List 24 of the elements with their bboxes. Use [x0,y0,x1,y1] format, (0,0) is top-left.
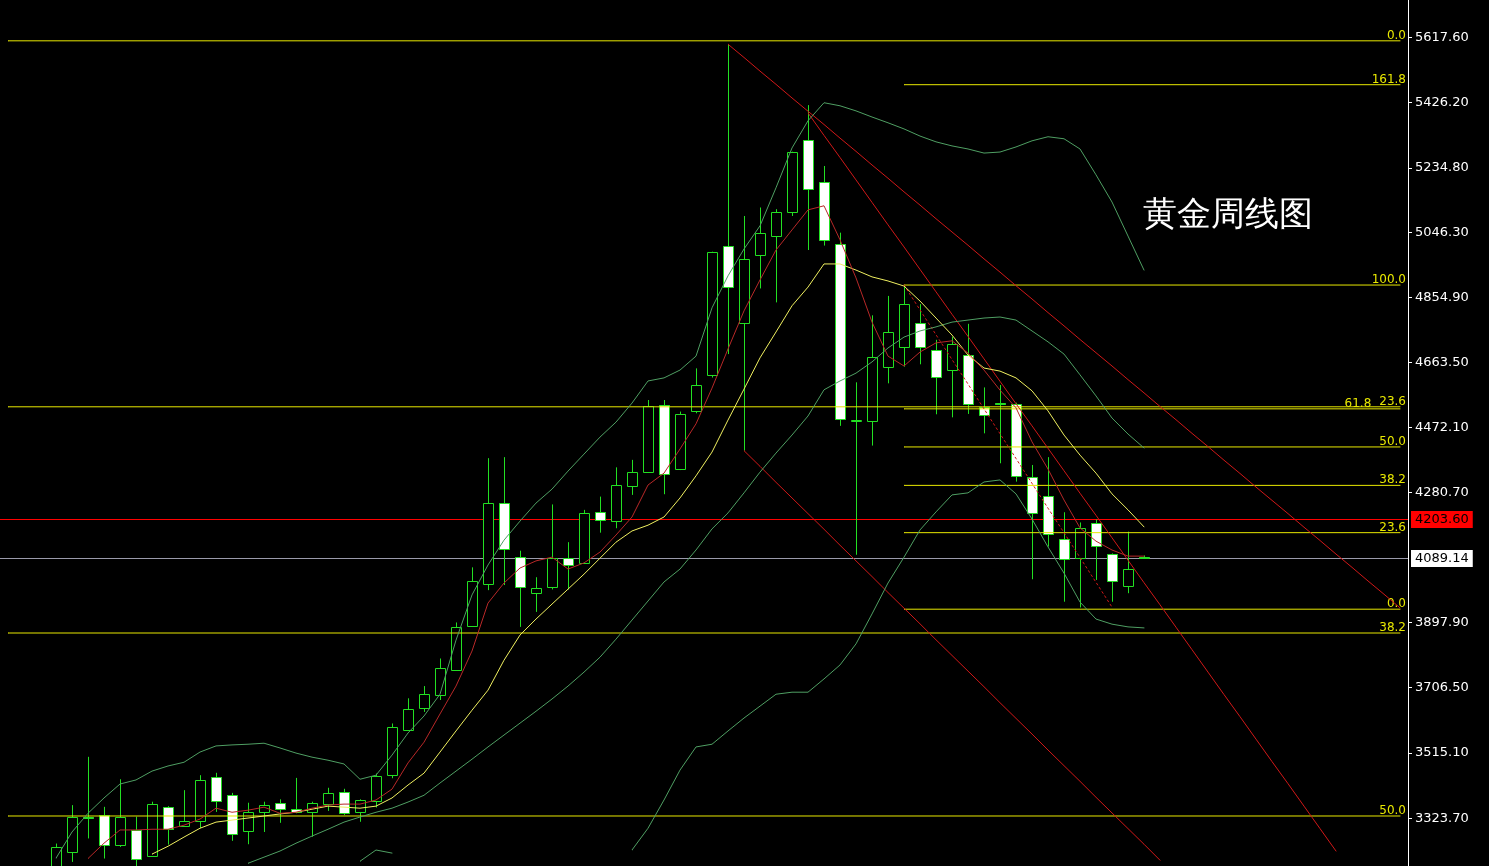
y-tick-label: 4472.10 [1415,418,1469,434]
y-tick-label: 4854.90 [1415,288,1469,304]
series-label: 38.2 [1379,472,1406,486]
text: 黄金周线图 [1142,193,1313,234]
series-label: 0.0 [1386,28,1407,42]
series-label: 100.0 [1371,272,1407,286]
ref-line-label: 4089.14 [1415,550,1469,566]
y-tick-label: 3323.70 [1415,809,1469,825]
series-label: 23.6 [1379,520,1406,534]
y-tick-label: 5426.20 [1415,94,1469,110]
y-tick-label: 4280.70 [1415,484,1469,499]
y-tick-label: 5234.80 [1415,159,1469,175]
series-label: 38.2 [1379,620,1406,634]
series-label: 161.8 [1371,72,1407,86]
y-tick-label: 5617.60 [1415,29,1469,45]
series-label: 50.0 [1379,434,1406,448]
y-tick-label: 3515.10 [1415,744,1469,760]
y-tick-label: 5046.30 [1415,223,1469,239]
series-label: 23.6 [1379,394,1406,408]
y-tick-label: 3897.90 [1415,614,1469,630]
series-label: 50.0 [1379,803,1406,817]
ref-line-label: 4203.60 [1415,511,1469,527]
y-tick-label: 3706.50 [1415,679,1469,695]
y-tick-label: 4663.50 [1415,353,1469,369]
